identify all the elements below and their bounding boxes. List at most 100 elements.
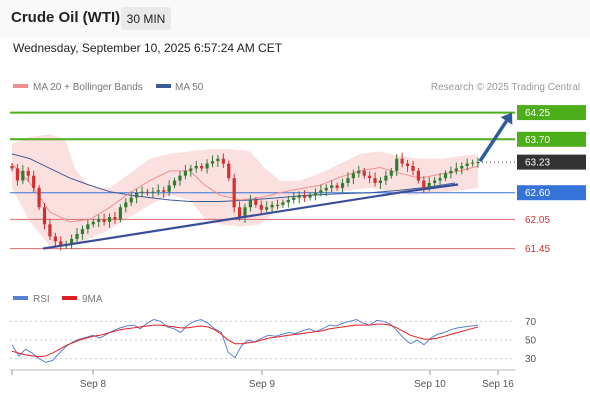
x-tick-label: Sep 10 [414,379,446,390]
candle [357,165,361,178]
ma50-legend-swatch [156,84,171,88]
candle [70,234,74,249]
price-label-text: 62.60 [525,188,550,199]
candle [221,153,225,168]
candle-body [454,168,458,171]
candle-body [75,234,79,239]
rsi-series-rsi [11,318,479,363]
candle [200,163,204,172]
candle [460,162,464,175]
candle-body [346,178,350,183]
candle-body [275,204,280,206]
candle [259,200,263,215]
rsi-pane: 70 50 30 [10,317,537,365]
candle [80,225,85,240]
candle-body [351,173,355,179]
candle-body [178,175,182,181]
candle-body [303,195,307,198]
candle [395,154,399,176]
candle [156,184,160,196]
candle [189,164,193,177]
candle [10,163,14,172]
candle [194,160,198,173]
rsi-legend-label: RSI [33,294,50,305]
candle [292,191,296,204]
candle [86,219,90,234]
candle-body [26,170,30,176]
projection-arrow-shaft [478,119,508,163]
candle [48,218,52,241]
candle [227,160,231,182]
price-label-62.05: 62.05 [525,215,550,226]
candle-body [460,166,464,169]
candle-body [248,200,253,208]
candle-body [427,183,431,188]
candle [37,184,41,211]
candle [454,162,458,175]
rsi-ma-legend-swatch [62,296,77,300]
candle-body [70,238,74,244]
candle-body [405,163,410,166]
candle-body [221,158,225,164]
candle-body [205,163,209,169]
rsi-ma-legend-label: 9MA [82,294,103,305]
candle [145,188,150,196]
candle-body [465,163,469,166]
price-label-63.70: 63.70 [517,131,586,147]
candle [210,155,215,168]
candle [205,159,209,174]
candle-body [129,197,133,203]
timeframe-button[interactable]: 30 MIN [121,7,171,30]
candle [243,203,247,223]
candle-body [162,190,166,192]
ma20-legend-swatch [13,84,28,88]
candle [373,172,377,187]
candle-body [395,158,399,171]
candle-body [210,161,215,164]
candle [313,188,318,201]
candle-body [167,185,171,192]
candle [416,167,420,184]
price-label-box [517,105,586,121]
candle-body [189,168,193,171]
chart-datetime: Wednesday, September 10, 2025 6:57:24 AM… [13,41,283,55]
candle-body [416,170,420,181]
candle-body [378,180,383,183]
instrument-title: Crude Oil (WTI) [11,9,121,26]
candle [135,189,139,204]
candle-body [59,241,63,247]
candle [254,197,258,208]
candle-body [97,219,101,222]
candle [303,190,307,202]
price-label-text: 61.45 [525,244,550,255]
candle-body [449,170,453,174]
price-label-box [517,185,586,201]
candle [75,228,79,243]
candle-body [319,190,323,193]
candle-body [232,178,236,208]
candle-body [86,224,90,230]
candle [330,180,334,193]
rsi-tick-label: 50 [525,336,537,347]
candle-body [330,185,334,188]
ma50-line [11,153,456,202]
candle [319,184,323,197]
candle [368,171,372,184]
candle [340,178,345,193]
candle [324,184,328,197]
x-tick-label: Sep 16 [482,379,514,390]
candle [411,160,415,176]
candle-body [254,200,258,205]
candle [151,187,155,198]
candle-body [107,217,112,222]
candle [275,199,280,210]
candle [102,213,106,226]
candle [15,164,20,186]
x-tick-label: Sep 9 [249,379,276,390]
candle-body [443,173,448,179]
candle [449,166,453,179]
candle-body [124,202,128,208]
candle-body [37,187,41,208]
candle [21,165,25,185]
